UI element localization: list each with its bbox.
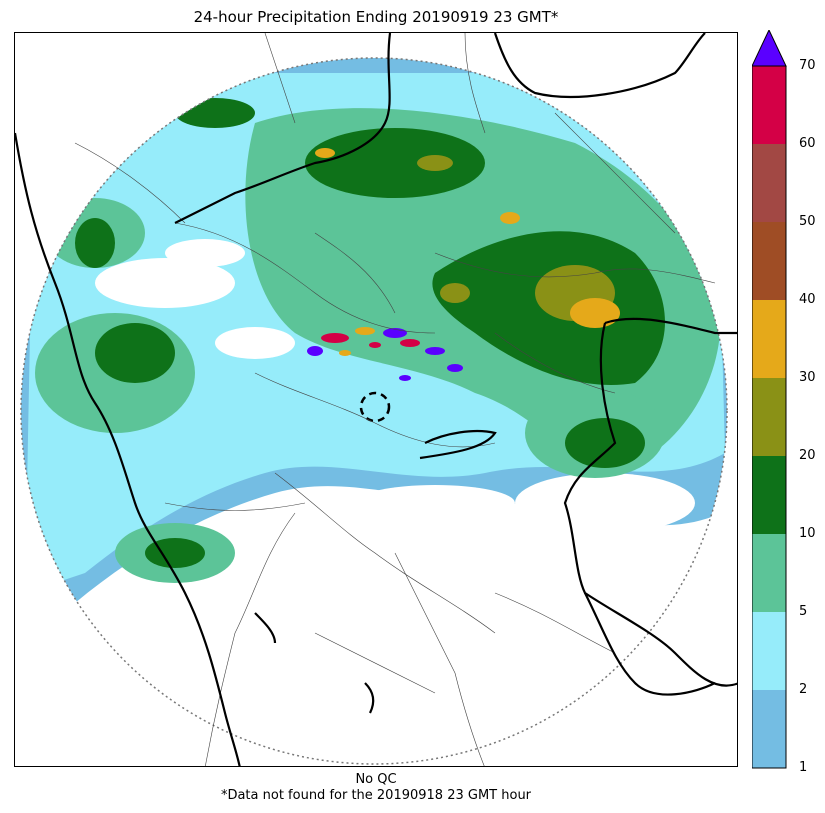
precip-area-10mm bbox=[175, 98, 255, 128]
radar-map-svg bbox=[15, 33, 737, 766]
dry-area bbox=[215, 327, 295, 359]
colorbar-tick-label: 20 bbox=[799, 448, 816, 463]
colorbar-segment bbox=[752, 378, 786, 456]
colorbar-segment bbox=[752, 66, 786, 144]
qc-note: No QC bbox=[355, 772, 397, 787]
region-boundaries bbox=[74, 33, 716, 766]
border-north bbox=[174, 33, 392, 224]
convective-band bbox=[307, 327, 463, 381]
colorbar-segment bbox=[752, 144, 786, 222]
colorbar-tick-label: 5 bbox=[799, 604, 808, 619]
radar-range-ring bbox=[20, 57, 728, 765]
precip-area-10mm bbox=[565, 418, 645, 468]
colorbar-segment bbox=[752, 222, 786, 300]
precip-area-30mm bbox=[500, 212, 520, 224]
border-northeast bbox=[493, 33, 706, 98]
national-borders bbox=[15, 33, 737, 766]
precip-area-20mm bbox=[417, 155, 453, 171]
colorbar-segment bbox=[752, 534, 786, 612]
colorbar-tick-label: 30 bbox=[799, 370, 816, 385]
colorbar-segment bbox=[752, 456, 786, 534]
colorbar-tick-label: 10 bbox=[799, 526, 816, 541]
river-border bbox=[419, 429, 497, 460]
border-southeast bbox=[563, 322, 737, 687]
colorbar-segment bbox=[752, 300, 786, 378]
radar-site-marker bbox=[359, 391, 391, 423]
colorbar-segment bbox=[752, 690, 786, 768]
precipitation-layer bbox=[21, 58, 727, 633]
island bbox=[364, 682, 375, 714]
precip-area-30mm bbox=[315, 148, 335, 158]
dry-area bbox=[165, 239, 245, 267]
border-east bbox=[604, 317, 737, 335]
colorbar-outline bbox=[752, 65, 787, 769]
colorbar-segment bbox=[752, 612, 786, 690]
dry-area bbox=[355, 485, 515, 521]
precip-area-20mm bbox=[440, 283, 470, 303]
map-title: 24-hour Precipitation Ending 20190919 23… bbox=[193, 8, 559, 26]
precipitation-colorbar bbox=[752, 30, 787, 769]
data-footnote: *Data not found for the 20190918 23 GMT … bbox=[220, 788, 532, 803]
precip-area-10mm bbox=[95, 323, 175, 383]
precip-area-30mm bbox=[570, 298, 620, 328]
precip-area-10mm bbox=[75, 218, 115, 268]
island bbox=[254, 612, 277, 644]
colorbar-tick-label: 1 bbox=[799, 760, 808, 775]
dry-area bbox=[515, 473, 695, 533]
precipitation-map bbox=[14, 32, 738, 767]
dry-area bbox=[95, 258, 235, 308]
coastline-west bbox=[15, 132, 241, 766]
precip-area-10mm bbox=[145, 538, 205, 568]
border-southeast-inner bbox=[584, 592, 716, 696]
colorbar-tick-label: 70 bbox=[799, 58, 816, 73]
colorbar-extend-arrow bbox=[752, 30, 787, 67]
colorbar-tick-label: 60 bbox=[799, 136, 816, 151]
colorbar-tick-label: 40 bbox=[799, 292, 816, 307]
precip-area-10mm bbox=[305, 128, 485, 198]
colorbar-tick-label: 2 bbox=[799, 682, 808, 697]
colorbar-tick-label: 50 bbox=[799, 214, 816, 229]
